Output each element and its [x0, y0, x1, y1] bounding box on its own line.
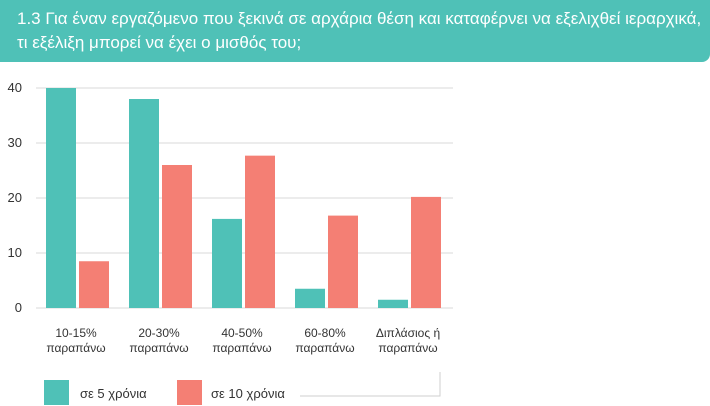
- y-tick-label: 30: [8, 135, 22, 150]
- legend-swatch-series-2: [177, 380, 202, 405]
- y-tick-label: 20: [8, 190, 22, 205]
- x-category-label: παραπάνω: [295, 341, 354, 355]
- title-banner: 1.3 Για έναν εργαζόμενο που ξεκινά σε αρ…: [0, 0, 710, 62]
- x-category-label: Διπλάσιος ή: [376, 326, 440, 340]
- x-category-label: παραπάνω: [46, 341, 105, 355]
- bar-series-1-category-4: [295, 288, 325, 308]
- legend-label-series-2: σε 10 χρόνια: [211, 386, 285, 401]
- x-category-label: παραπάνω: [212, 341, 271, 355]
- y-axis-ticks: 0 10 20 30 40: [8, 80, 22, 315]
- legend: σε 5 χρόνια σε 10 χρόνια: [44, 372, 441, 405]
- legend-frame-line: [300, 372, 441, 397]
- bar-series-2-category-5: [411, 196, 441, 308]
- y-tick-label: 0: [15, 300, 22, 315]
- bar-series-1-category-2: [129, 99, 159, 308]
- bar-series-2-category-3: [245, 155, 275, 308]
- x-category-label: παραπάνω: [129, 341, 188, 355]
- legend-swatch-series-1: [44, 380, 69, 405]
- x-category-label: 10-15%: [55, 326, 97, 340]
- x-category-label: 20-30%: [138, 326, 180, 340]
- x-category-label: παραπάνω: [378, 341, 437, 355]
- bar-series-1-category-1: [46, 88, 76, 308]
- bar-series-2-category-2: [162, 165, 192, 308]
- x-category-label: 40-50%: [221, 326, 263, 340]
- bar-series-1-category-5: [378, 299, 408, 308]
- question-title: 1.3 Για έναν εργαζόμενο που ξεκινά σε αρ…: [17, 9, 702, 52]
- x-category-label: 60-80%: [304, 326, 346, 340]
- x-axis-categories: 10-15%παραπάνω20-30%παραπάνω40-50%παραπά…: [46, 326, 440, 355]
- bar-series-1-category-3: [212, 218, 242, 308]
- y-tick-label: 40: [8, 80, 22, 95]
- bar-series-2-category-4: [328, 215, 358, 308]
- legend-label-series-1: σε 5 χρόνια: [80, 386, 147, 401]
- bar-series-2-category-1: [79, 261, 109, 308]
- bars: [46, 88, 441, 308]
- y-tick-label: 10: [8, 245, 22, 260]
